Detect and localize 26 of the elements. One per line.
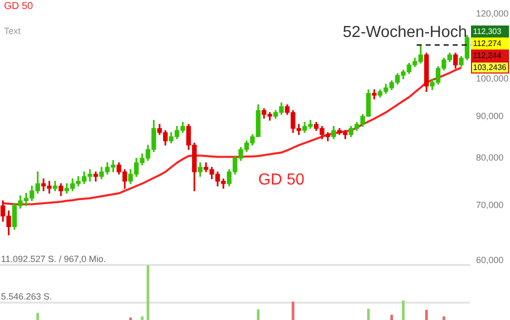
ref-line-label: 52-Wochen-Hoch — [342, 24, 467, 41]
series-label: GD 50 — [258, 171, 305, 188]
y-tick-label: 90,000 — [476, 110, 504, 121]
y-tick-label: 60,000 — [476, 255, 504, 266]
text: GD 50 — [4, 0, 34, 12]
bar — [129, 317, 132, 320]
bar — [140, 316, 144, 320]
y-tick-label: 120,000 — [476, 8, 509, 18]
bar — [442, 316, 446, 320]
annotation: 103,2436 — [473, 63, 507, 72]
ref-line-label: 11.092.527 S. / 967,0 Mio. — [1, 254, 106, 264]
bar — [146, 265, 150, 320]
ref-line-label: 5.546.263 S. — [1, 292, 52, 302]
text: 112,303 — [473, 27, 502, 36]
bar — [292, 302, 294, 320]
text: 112,244 — [473, 51, 502, 60]
bar — [256, 309, 260, 320]
bar — [36, 312, 40, 320]
annotation: Text — [4, 26, 22, 36]
bar — [402, 300, 405, 320]
bar — [425, 310, 428, 320]
y-tick-label: 70,000 — [476, 200, 504, 210]
y-tick-label: 80,000 — [476, 152, 504, 163]
bar — [367, 308, 370, 320]
text: 112,274 — [473, 39, 502, 48]
y-tick-label: 100,000 — [476, 73, 509, 84]
